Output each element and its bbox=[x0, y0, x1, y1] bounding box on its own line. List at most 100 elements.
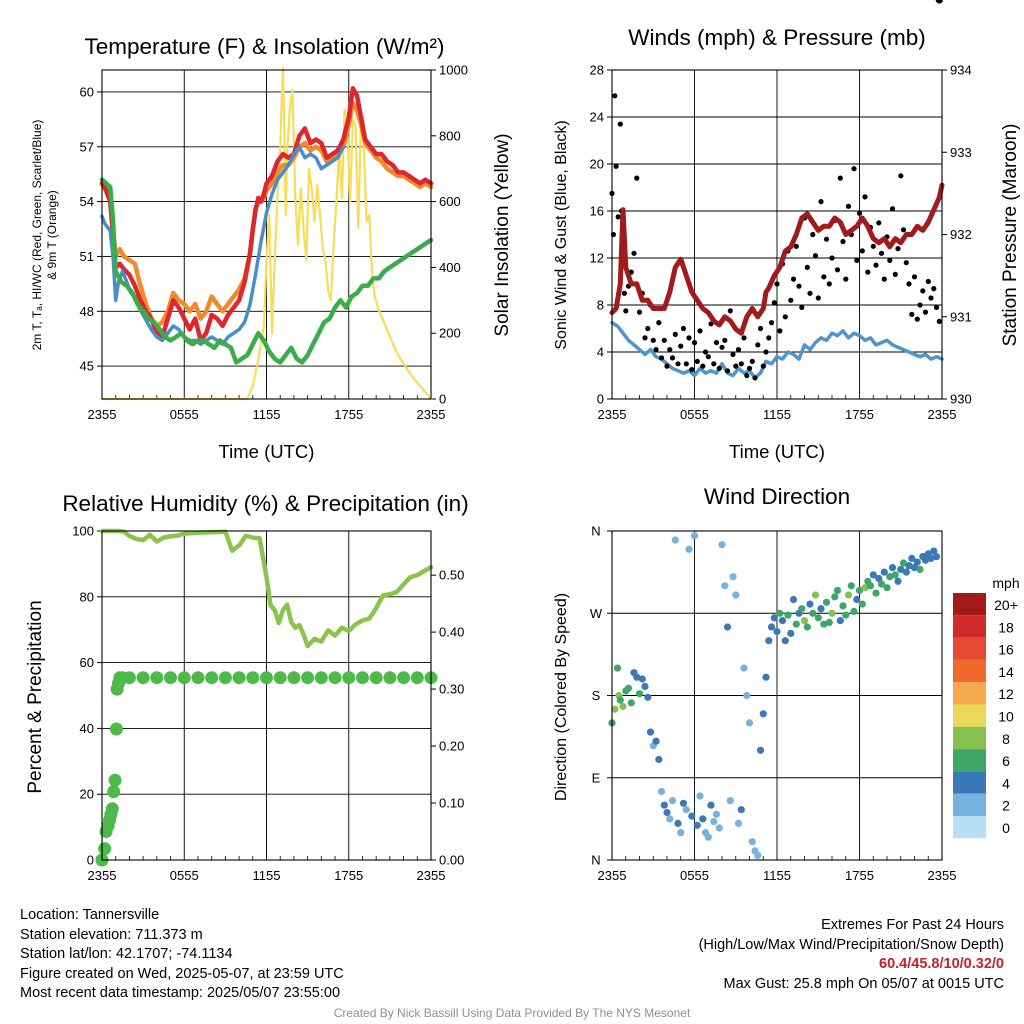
wdir-point bbox=[657, 787, 666, 796]
colorbar-swatch bbox=[953, 637, 986, 660]
wdir-point bbox=[817, 605, 825, 613]
wdir-point bbox=[644, 693, 652, 701]
wdir-point bbox=[776, 609, 784, 617]
gust-point bbox=[777, 328, 783, 334]
precip-point bbox=[328, 671, 342, 685]
precip-point bbox=[301, 671, 315, 685]
temp-ytick-right-label: 600 bbox=[439, 194, 461, 209]
colorbar-label: 20+ bbox=[994, 597, 1018, 613]
wdir-point bbox=[745, 719, 754, 727]
wind-ytick-label: 4 bbox=[597, 345, 604, 360]
wdir-point bbox=[853, 595, 861, 604]
gust-point bbox=[645, 325, 651, 332]
wind-ytick-label: 8 bbox=[597, 298, 604, 313]
wdir-point bbox=[858, 600, 866, 608]
wdir-chart-title: Wind Direction bbox=[704, 484, 850, 509]
wdir-point bbox=[784, 611, 792, 619]
wdir-point bbox=[891, 571, 899, 579]
gust-point bbox=[862, 194, 868, 200]
wdir-point bbox=[693, 821, 701, 829]
wdir-frame bbox=[611, 530, 943, 861]
temp-ytick-label: 48 bbox=[80, 304, 94, 319]
rh-xtick-label: 1755 bbox=[334, 868, 363, 883]
gust-point bbox=[892, 271, 898, 277]
temp-xtick-label: 2355 bbox=[417, 407, 446, 422]
precip-point bbox=[105, 802, 119, 816]
wdir-point bbox=[754, 851, 762, 860]
wdir-point bbox=[759, 710, 767, 718]
gust-point bbox=[903, 260, 909, 266]
rh-ytick-label: 100 bbox=[72, 524, 94, 539]
gust-point bbox=[837, 175, 843, 181]
gust-point bbox=[793, 243, 799, 249]
wdir-point bbox=[756, 746, 765, 754]
colorbar-title: mph bbox=[992, 575, 1019, 591]
wdir-point bbox=[831, 593, 839, 601]
gust-point bbox=[680, 325, 687, 332]
gust-point bbox=[881, 276, 887, 282]
max-gust-text: Max Gust: 25.8 mph On 05/07 at 0015 UTC bbox=[723, 975, 1004, 992]
extremes-subtitle: (High/Low/Max Wind/Precipitation/Snow De… bbox=[698, 936, 1004, 953]
wdir-point bbox=[619, 702, 627, 711]
wdir-point bbox=[679, 799, 688, 807]
gust-point bbox=[898, 173, 904, 179]
station-info: Location: Tannersville Station elevation… bbox=[20, 906, 344, 1004]
gust-point bbox=[931, 286, 937, 292]
temp-xlabel: Time (UTC) bbox=[219, 441, 315, 462]
gust-point bbox=[823, 236, 830, 242]
temp-ytick-label: 54 bbox=[80, 194, 94, 209]
colorbar-swatch bbox=[953, 749, 986, 772]
wdir-point bbox=[888, 564, 897, 572]
temp-xtick-label: 1755 bbox=[334, 407, 363, 422]
gust-point bbox=[727, 308, 733, 314]
precip-point bbox=[108, 773, 122, 787]
wdir-point bbox=[921, 556, 930, 564]
gust-point bbox=[876, 220, 882, 226]
wdir-point bbox=[839, 602, 847, 610]
gust-point bbox=[656, 320, 662, 326]
gust-point bbox=[840, 238, 846, 245]
wdir-point bbox=[748, 838, 756, 846]
rh-ytick-right-label: 0.00 bbox=[439, 853, 464, 868]
gust-point bbox=[917, 302, 923, 308]
gust-point bbox=[653, 347, 659, 353]
wdir-point bbox=[916, 565, 924, 574]
gust-point bbox=[691, 340, 698, 346]
gust-point bbox=[675, 361, 681, 367]
temp-xtick-label: 1155 bbox=[253, 407, 281, 422]
gust-point bbox=[928, 295, 934, 301]
wdir-xtick-label: 1155 bbox=[763, 868, 791, 883]
rh-ytick-right-label: 0.30 bbox=[439, 682, 464, 697]
colorbar-swatch bbox=[953, 615, 986, 638]
gust-point bbox=[760, 363, 766, 369]
gust-point bbox=[716, 365, 722, 371]
temp-ylabel-right: Solar Insolation (Yellow) bbox=[492, 133, 513, 336]
precip-point bbox=[383, 671, 397, 685]
gust-point bbox=[631, 250, 637, 256]
wdir-point bbox=[696, 792, 704, 800]
colorbar-label: 12 bbox=[998, 686, 1014, 702]
elevation-text: Station elevation: 711.373 m bbox=[20, 926, 203, 943]
gust-point bbox=[843, 276, 849, 282]
gust-point bbox=[623, 308, 629, 314]
wdir-point bbox=[765, 637, 773, 645]
wdir-point bbox=[899, 559, 908, 567]
gust-point bbox=[738, 361, 744, 367]
wind-xtick-label: 1155 bbox=[763, 407, 791, 422]
colorbar-swatch bbox=[953, 593, 986, 616]
rh-ylabel-left: Percent & Precipitation bbox=[25, 600, 46, 793]
gust-point bbox=[636, 309, 643, 315]
temp-ytick-right-label: 200 bbox=[439, 326, 461, 341]
gust-point bbox=[741, 335, 747, 341]
wind-ytick-label: 28 bbox=[590, 63, 604, 78]
colorbar-swatch bbox=[953, 793, 986, 816]
gust-point bbox=[694, 358, 700, 364]
gust-point bbox=[854, 257, 860, 263]
gust-point bbox=[613, 163, 619, 169]
extremes-info: Extremes For Past 24 Hours (High/Low/Max… bbox=[699, 916, 1004, 994]
wdir-point bbox=[820, 620, 828, 628]
wdir-xtick-label: 2355 bbox=[928, 868, 957, 883]
wind-ytick-label: 24 bbox=[590, 110, 604, 125]
wdir-point bbox=[880, 568, 888, 576]
colorbar-swatch bbox=[953, 726, 986, 750]
